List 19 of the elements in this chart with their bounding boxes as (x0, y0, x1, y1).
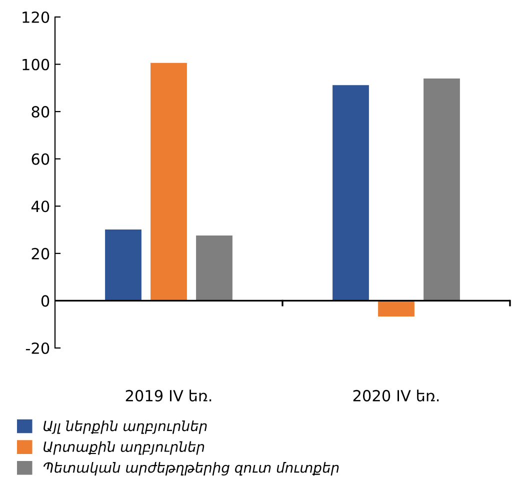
bar (378, 300, 414, 317)
bar (424, 78, 460, 301)
y-tick-label: 100 (22, 58, 50, 70)
bar (105, 230, 142, 301)
y-tick-label: 20 (32, 248, 50, 260)
y-tick-label: -20 (26, 342, 50, 354)
x-tick-label: 2019 IV եռ. (126, 390, 212, 402)
x-tick-label: 2020 IV եռ. (353, 390, 439, 402)
legend-label: Պետական արժեթղթերից զուտ մուտքեր (43, 462, 339, 476)
bar (332, 85, 369, 301)
bar (196, 235, 232, 301)
y-tick-label: 120 (22, 11, 50, 24)
y-tick-label: 60 (32, 153, 50, 165)
legend-label: Այլ ներքին աղբյուրներ (44, 420, 207, 434)
y-tick-label: 80 (32, 106, 50, 118)
bar (150, 62, 187, 301)
legend-label: Արտաքին աղբյուրներ (44, 441, 204, 455)
y-tick-label: 0 (41, 295, 50, 307)
y-tick-label: 40 (31, 200, 50, 212)
